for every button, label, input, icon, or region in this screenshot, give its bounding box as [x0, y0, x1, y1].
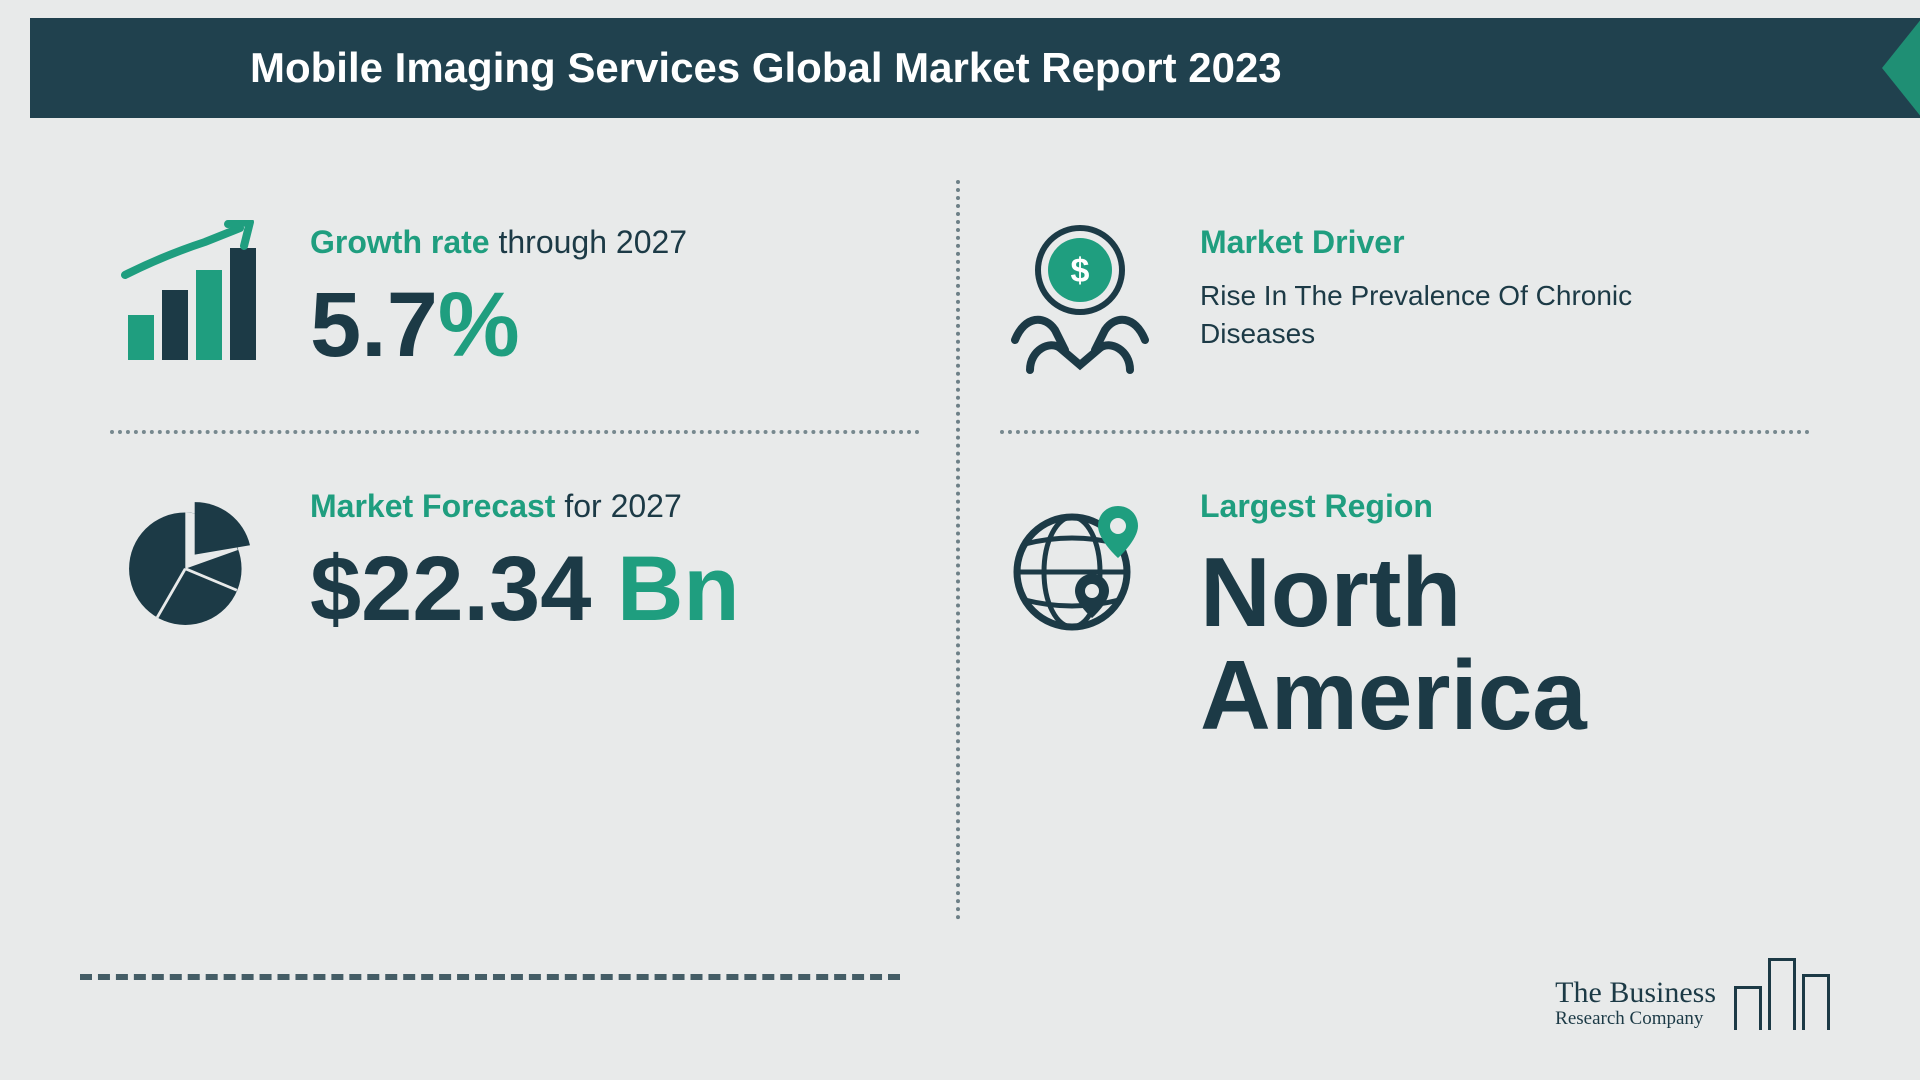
- largest-region-block: Largest Region North America: [1000, 464, 1810, 787]
- header-arrow-decoration: [1882, 18, 1920, 118]
- growth-label-muted: through 2027: [490, 224, 688, 260]
- region-line2: America: [1200, 640, 1587, 750]
- left-divider: [110, 430, 920, 434]
- driver-label-accent: Market Driver: [1200, 224, 1405, 260]
- growth-rate-block: Growth rate through 2027 5.7%: [110, 200, 920, 420]
- report-title: Mobile Imaging Services Global Market Re…: [250, 44, 1282, 92]
- region-label-accent: Largest Region: [1200, 488, 1433, 524]
- forecast-value: $22.34 Bn: [310, 541, 920, 638]
- region-line1: North: [1200, 537, 1461, 647]
- growth-label-accent: Growth rate: [310, 224, 490, 260]
- driver-description: Rise In The Prevalence Of Chronic Diseas…: [1200, 277, 1720, 353]
- driver-label: Market Driver: [1200, 224, 1810, 261]
- logo-bars-icon: [1734, 958, 1830, 1030]
- money-hands-icon: $: [1000, 220, 1160, 380]
- market-driver-block: $ Market Driver Rise In The Prevalence O…: [1000, 200, 1810, 420]
- svg-text:$: $: [1071, 252, 1090, 290]
- globe-pins-icon: [1000, 484, 1160, 644]
- forecast-label-accent: Market Forecast: [310, 488, 555, 524]
- market-forecast-text: Market Forecast for 2027 $22.34 Bn: [310, 484, 920, 638]
- header-bar: Mobile Imaging Services Global Market Re…: [30, 18, 1920, 118]
- growth-rate-value: 5.7%: [310, 277, 920, 374]
- market-forecast-block: Market Forecast for 2027 $22.34 Bn: [110, 464, 920, 684]
- forecast-label-muted: for 2027: [555, 488, 681, 524]
- logo-line2: Research Company: [1555, 1009, 1716, 1030]
- logo-line1: The Business: [1555, 976, 1716, 1009]
- market-driver-text: Market Driver Rise In The Prevalence Of …: [1200, 220, 1810, 353]
- right-column: $ Market Driver Rise In The Prevalence O…: [960, 170, 1850, 960]
- pie-chart-icon: [110, 484, 270, 644]
- region-value: North America: [1200, 541, 1810, 747]
- company-logo: The Business Research Company: [1555, 958, 1830, 1030]
- logo-text: The Business Research Company: [1555, 976, 1716, 1030]
- left-column: Growth rate through 2027 5.7%: [70, 170, 960, 960]
- largest-region-text: Largest Region North America: [1200, 484, 1810, 747]
- page: Mobile Imaging Services Global Market Re…: [0, 0, 1920, 1080]
- region-label: Largest Region: [1200, 488, 1810, 525]
- bar-chart-growth-icon: [110, 220, 270, 380]
- content-grid: Growth rate through 2027 5.7%: [70, 170, 1850, 960]
- growth-value-unit: %: [438, 274, 520, 376]
- growth-value-number: 5.7: [310, 274, 438, 376]
- right-divider: [1000, 430, 1810, 434]
- footer-dash-decoration: [80, 974, 900, 980]
- forecast-label: Market Forecast for 2027: [310, 488, 920, 525]
- forecast-value-number: $22.34: [310, 538, 591, 640]
- forecast-value-unit: Bn: [591, 538, 739, 640]
- growth-rate-label: Growth rate through 2027: [310, 224, 920, 261]
- growth-rate-text: Growth rate through 2027 5.7%: [310, 220, 920, 374]
